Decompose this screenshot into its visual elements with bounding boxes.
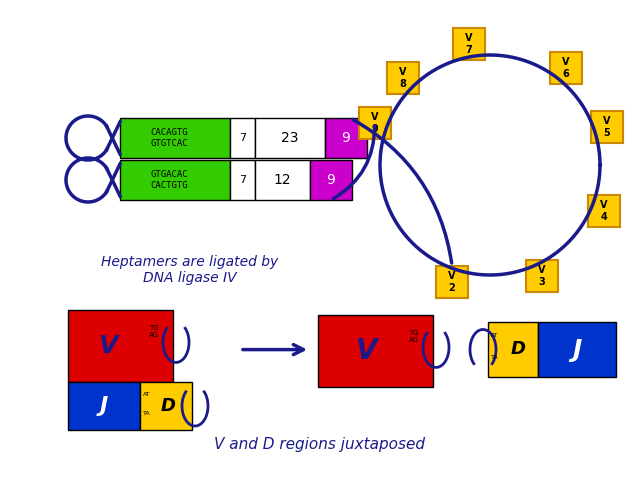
Bar	[120, 118, 230, 158]
Bar	[255, 160, 310, 200]
Bar	[230, 160, 255, 200]
Bar	[387, 62, 419, 94]
Text: D: D	[161, 397, 176, 415]
Text: V
4: V 4	[600, 200, 607, 222]
Text: V
6: V 6	[562, 58, 570, 79]
Bar	[318, 315, 433, 387]
Text: AT: AT	[491, 333, 499, 338]
Text: GTGACAC
CACTGTG: GTGACAC CACTGTG	[150, 170, 188, 190]
Text: TG
AG: TG AG	[149, 325, 159, 338]
Text: 9: 9	[326, 173, 335, 187]
Bar	[488, 322, 538, 377]
Text: 12: 12	[274, 173, 291, 187]
Text: 9: 9	[342, 131, 351, 145]
Text: Heptamers are ligated by
DNA ligase IV: Heptamers are ligated by DNA ligase IV	[101, 255, 278, 285]
Text: 7: 7	[239, 175, 246, 185]
Text: V
9: V 9	[371, 112, 378, 134]
Bar	[68, 382, 140, 430]
Text: V
7: V 7	[465, 33, 472, 55]
Text: J: J	[572, 337, 582, 361]
Bar	[436, 266, 468, 298]
Text: D: D	[511, 340, 525, 359]
Text: V and D regions juxtaposed: V and D regions juxtaposed	[214, 437, 426, 453]
Text: V
3: V 3	[538, 265, 546, 287]
Bar	[310, 160, 352, 200]
Text: V: V	[98, 334, 118, 358]
Bar	[255, 118, 325, 158]
Text: AT: AT	[143, 392, 150, 396]
Bar	[526, 260, 558, 292]
Text: V
2: V 2	[448, 271, 456, 293]
Text: V
5: V 5	[603, 116, 611, 138]
Text: 7: 7	[239, 133, 246, 143]
Text: TA: TA	[491, 355, 499, 360]
Bar	[120, 160, 230, 200]
Bar	[538, 322, 616, 377]
Bar	[550, 52, 582, 84]
Bar	[452, 28, 484, 60]
Text: TA: TA	[143, 411, 150, 416]
Text: CACAGTG
GTGTCAC: CACAGTG GTGTCAC	[150, 128, 188, 148]
Bar	[591, 111, 623, 143]
Text: V: V	[356, 337, 377, 365]
Text: J: J	[100, 396, 108, 416]
Text: 23: 23	[281, 131, 299, 145]
Bar	[230, 118, 255, 158]
Bar	[140, 382, 192, 430]
Text: V
8: V 8	[399, 67, 407, 89]
Text: TG
AG: TG AG	[408, 330, 419, 343]
Bar	[588, 195, 620, 227]
Bar	[358, 107, 390, 139]
Bar	[325, 118, 367, 158]
Bar	[68, 310, 173, 382]
